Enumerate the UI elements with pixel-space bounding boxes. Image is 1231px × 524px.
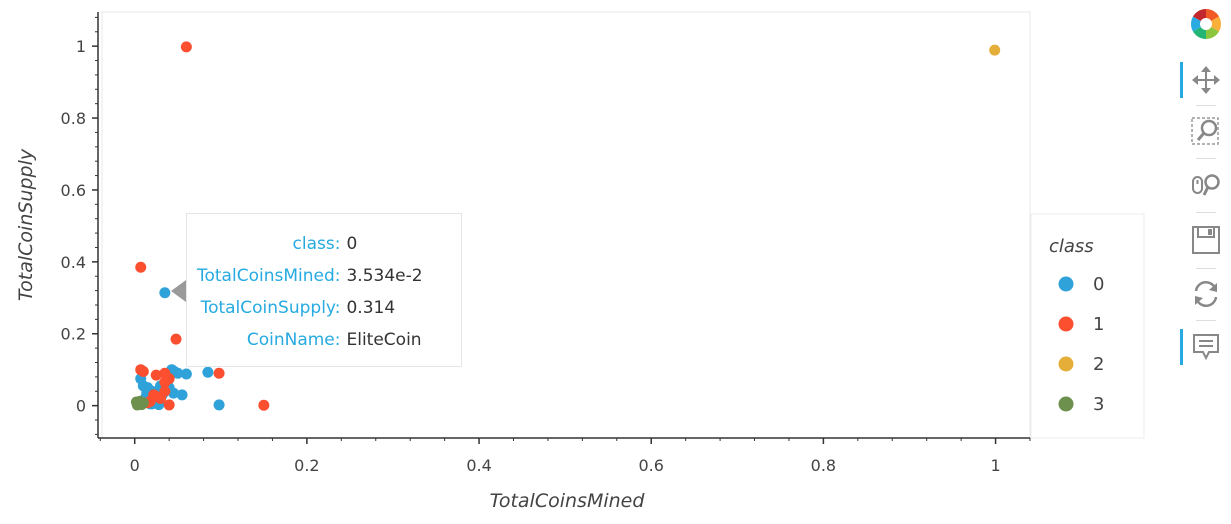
y-tick-label: 1 — [76, 37, 86, 56]
toolbar-separator — [1196, 158, 1216, 159]
box-zoom-icon — [1191, 117, 1219, 145]
bokeh-logo-icon[interactable] — [1186, 6, 1226, 42]
tooltip-row: class: 0 — [195, 228, 425, 260]
data-point-class-2[interactable] — [989, 44, 1001, 56]
wheel-zoom-tool[interactable] — [1186, 167, 1226, 203]
toolbar-separator — [1196, 320, 1216, 321]
legend-marker-class-0 — [1058, 276, 1074, 292]
data-point-class-3[interactable] — [131, 399, 143, 411]
y-tick-label: 0.8 — [61, 109, 86, 128]
legend-label: 3 — [1093, 394, 1104, 415]
tooltip-value: EliteCoin — [346, 330, 422, 350]
x-tick-label: 0 — [130, 456, 140, 475]
tooltip-row: TotalCoinSupply: 0.314 — [195, 292, 425, 324]
scatter-chart[interactable]: 0 0.2 0.4 0.6 0.8 1 0 0.2 0.4 0.6 0.8 1 TotalCoins… — [0, 0, 1180, 524]
data-points[interactable] — [130, 41, 1001, 411]
toolbar-separator — [1196, 105, 1216, 106]
toolbar-separator — [1196, 268, 1216, 269]
legend-items: 0 1 2 3 — [1058, 274, 1104, 415]
plot-toolbar — [1180, 0, 1231, 380]
tooltip-pointer — [171, 280, 186, 302]
y-tick-label: 0.6 — [61, 181, 86, 200]
legend-marker-class-1 — [1058, 316, 1074, 332]
box-zoom-tool[interactable] — [1186, 113, 1226, 149]
tooltip-value: 3.534e-2 — [346, 266, 423, 286]
data-point-class-0[interactable] — [172, 367, 184, 379]
save-tool[interactable] — [1186, 222, 1226, 258]
tooltip-key: TotalCoinsMined: — [197, 266, 341, 286]
pan-icon — [1192, 66, 1220, 94]
legend-label: 2 — [1093, 354, 1104, 375]
legend-title: class — [1049, 236, 1094, 257]
data-point-class-1[interactable] — [258, 399, 270, 411]
data-point-class-0[interactable] — [159, 287, 171, 299]
data-point-class-1[interactable] — [135, 261, 147, 273]
x-tick-label: 1 — [990, 456, 1000, 475]
legend-marker-class-3 — [1058, 396, 1074, 412]
y-axis-ticks: 0 0.2 0.4 0.6 0.8 1 — [61, 16, 98, 435]
x-axis-title: TotalCoinsMined — [490, 490, 646, 512]
y-tick-label: 0 — [76, 397, 86, 416]
tooltip-row: TotalCoinsMined: 3.534e-2 — [195, 260, 425, 292]
data-point-class-1[interactable] — [159, 385, 171, 397]
data-point-class-1[interactable] — [170, 333, 182, 345]
tooltip-value: 0 — [346, 234, 358, 254]
tooltip-key: CoinName: — [246, 330, 341, 350]
data-point-class-1[interactable] — [148, 389, 160, 401]
x-tick-label: 0.4 — [466, 456, 491, 475]
data-point-class-0[interactable] — [213, 399, 225, 411]
hover-icon — [1193, 334, 1219, 361]
tooltip-key: TotalCoinSupply: — [200, 298, 341, 318]
legend-label: 1 — [1093, 314, 1104, 335]
data-point-class-1[interactable] — [137, 365, 149, 377]
data-point-class-1[interactable] — [163, 399, 175, 411]
x-tick-label: 0.6 — [638, 456, 663, 475]
data-point-class-0[interactable] — [180, 368, 192, 380]
wheel-zoom-icon — [1192, 174, 1220, 196]
tooltip-value: 0.314 — [346, 298, 396, 318]
x-tick-label: 0.2 — [294, 456, 319, 475]
x-tick-label: 0.8 — [811, 456, 836, 475]
tooltip-key: class: — [292, 234, 341, 254]
data-point-class-1[interactable] — [163, 373, 175, 385]
y-axis-title: TotalCoinSupply — [15, 148, 37, 301]
y-tick-label: 0.4 — [61, 253, 86, 272]
data-point-class-0[interactable] — [176, 389, 188, 401]
hover-tool[interactable] — [1180, 329, 1229, 365]
tooltip-table: class: 0 TotalCoinsMined: 3.534e-2 Total… — [195, 228, 425, 356]
save-icon — [1192, 226, 1220, 254]
data-point-class-1[interactable] — [150, 369, 162, 381]
data-point-class-1[interactable] — [180, 41, 192, 53]
data-point-class-1[interactable] — [213, 367, 225, 379]
x-axis-ticks: 0 0.2 0.4 0.6 0.8 1 — [99, 438, 1031, 475]
legend-label: 0 — [1093, 274, 1104, 295]
hover-tooltip: class: 0 TotalCoinsMined: 3.534e-2 Total… — [171, 213, 462, 367]
legend-box — [1030, 213, 1145, 439]
reset-icon — [1194, 281, 1218, 307]
toolbar-separator — [1196, 212, 1216, 213]
tooltip-row: CoinName: EliteCoin — [195, 324, 425, 356]
data-point-class-0[interactable] — [202, 366, 214, 378]
reset-tool[interactable] — [1186, 276, 1226, 312]
y-tick-label: 0.2 — [61, 325, 86, 344]
legend-marker-class-2 — [1058, 356, 1074, 372]
pan-tool[interactable] — [1180, 62, 1229, 98]
